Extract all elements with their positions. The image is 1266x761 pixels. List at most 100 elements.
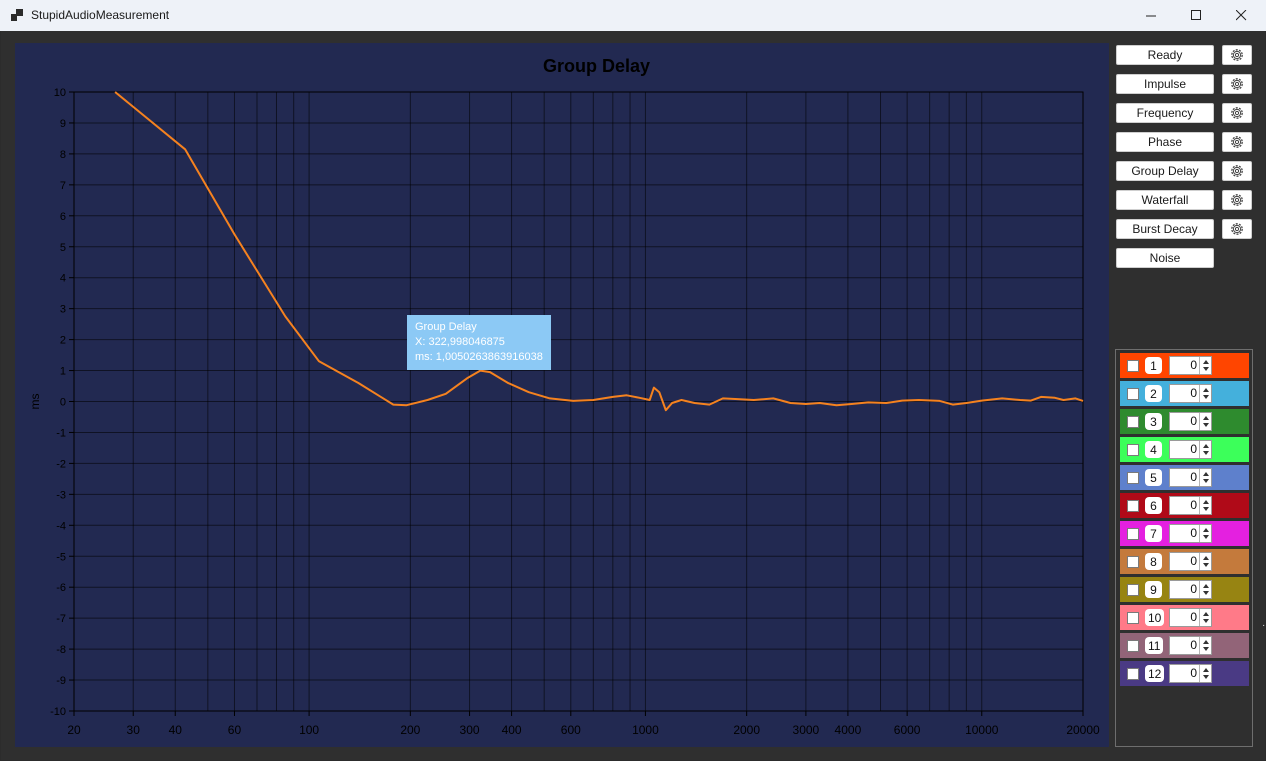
channel-row-12: 12 0 bbox=[1120, 661, 1249, 686]
channel-checkbox[interactable] bbox=[1127, 472, 1139, 484]
spin-down-icon[interactable] bbox=[1203, 507, 1209, 511]
spin-down-icon[interactable] bbox=[1203, 591, 1209, 595]
mode-button-waterfall[interactable]: Waterfall bbox=[1116, 190, 1214, 210]
spin-up-icon[interactable] bbox=[1203, 360, 1209, 364]
spin-down-icon[interactable] bbox=[1203, 535, 1209, 539]
channel-checkbox[interactable] bbox=[1127, 668, 1139, 680]
y-tick-label: -6 bbox=[56, 582, 66, 594]
spin-down-icon[interactable] bbox=[1203, 479, 1209, 483]
channel-checkbox[interactable] bbox=[1127, 556, 1139, 568]
title-bar: StupidAudioMeasurement bbox=[0, 0, 1266, 31]
channel-checkbox[interactable] bbox=[1127, 416, 1139, 428]
channel-offset-value: 0 bbox=[1190, 666, 1197, 680]
channel-offset-input[interactable]: 0 bbox=[1169, 552, 1212, 571]
spin-up-icon[interactable] bbox=[1203, 668, 1209, 672]
spin-up-icon[interactable] bbox=[1203, 388, 1209, 392]
gear-icon bbox=[1231, 223, 1243, 235]
settings-button-waterfall[interactable] bbox=[1222, 190, 1252, 210]
channel-number: 9 bbox=[1145, 581, 1162, 598]
settings-button-impulse[interactable] bbox=[1222, 74, 1252, 94]
spinner-arrows[interactable] bbox=[1199, 553, 1211, 570]
channel-checkbox[interactable] bbox=[1127, 360, 1139, 372]
spin-down-icon[interactable] bbox=[1203, 451, 1209, 455]
spin-down-icon[interactable] bbox=[1203, 395, 1209, 399]
channel-number: 4 bbox=[1145, 441, 1162, 458]
settings-button-phase[interactable] bbox=[1222, 132, 1252, 152]
spinner-arrows[interactable] bbox=[1199, 609, 1211, 626]
spinner-arrows[interactable] bbox=[1199, 665, 1211, 682]
channel-number: 5 bbox=[1145, 469, 1162, 486]
settings-button-group-delay[interactable] bbox=[1222, 161, 1252, 181]
settings-button-ready[interactable] bbox=[1222, 45, 1252, 65]
spin-down-icon[interactable] bbox=[1203, 647, 1209, 651]
x-tick-label: 600 bbox=[561, 723, 581, 737]
channel-offset-input[interactable]: 0 bbox=[1169, 356, 1212, 375]
y-tick-label: 10 bbox=[54, 87, 66, 99]
mode-button-noise[interactable]: Noise bbox=[1116, 248, 1214, 268]
mode-button-group-delay[interactable]: Group Delay bbox=[1116, 161, 1214, 181]
channel-checkbox[interactable] bbox=[1127, 388, 1139, 400]
channel-number: 2 bbox=[1145, 385, 1162, 402]
mode-button-ready[interactable]: Ready bbox=[1116, 45, 1214, 65]
group-delay-chart[interactable]: Group Delay 10 9 8 7 6 5 4 3 2 1 0 -1 -2 -3 -4 -5 -6 -7 -8-… bbox=[15, 43, 1109, 747]
spinner-arrows[interactable] bbox=[1199, 525, 1211, 542]
spin-up-icon[interactable] bbox=[1203, 444, 1209, 448]
spin-down-icon[interactable] bbox=[1203, 619, 1209, 623]
channel-checkbox[interactable] bbox=[1127, 640, 1139, 652]
channel-offset-value: 0 bbox=[1190, 638, 1197, 652]
spin-up-icon[interactable] bbox=[1203, 556, 1209, 560]
spin-up-icon[interactable] bbox=[1203, 640, 1209, 644]
spin-up-icon[interactable] bbox=[1203, 612, 1209, 616]
spin-up-icon[interactable] bbox=[1203, 528, 1209, 532]
spinner-arrows[interactable] bbox=[1199, 581, 1211, 598]
spinner-arrows[interactable] bbox=[1199, 385, 1211, 402]
channel-number: 8 bbox=[1145, 553, 1162, 570]
channel-offset-input[interactable]: 0 bbox=[1169, 412, 1212, 431]
y-tick-label: 5 bbox=[60, 242, 66, 254]
channel-offset-input[interactable]: 0 bbox=[1169, 664, 1212, 683]
spin-down-icon[interactable] bbox=[1203, 675, 1209, 679]
spin-up-icon[interactable] bbox=[1203, 472, 1209, 476]
channel-checkbox[interactable] bbox=[1127, 500, 1139, 512]
minimize-button[interactable] bbox=[1128, 0, 1174, 31]
spinner-arrows[interactable] bbox=[1199, 413, 1211, 430]
spin-down-icon[interactable] bbox=[1203, 367, 1209, 371]
channel-offset-input[interactable]: 0 bbox=[1169, 384, 1212, 403]
spinner-arrows[interactable] bbox=[1199, 441, 1211, 458]
channel-number: 7 bbox=[1145, 525, 1162, 542]
settings-button-frequency[interactable] bbox=[1222, 103, 1252, 123]
channel-number: 12 bbox=[1145, 665, 1165, 682]
channel-number: 11 bbox=[1145, 637, 1164, 654]
settings-button-burst-decay[interactable] bbox=[1222, 219, 1252, 239]
spinner-arrows[interactable] bbox=[1199, 497, 1211, 514]
spinner-arrows[interactable] bbox=[1199, 357, 1211, 374]
channel-offset-input[interactable]: 0 bbox=[1169, 440, 1212, 459]
channel-offset-input[interactable]: 0 bbox=[1169, 608, 1212, 627]
channel-offset-input[interactable]: 0 bbox=[1169, 468, 1212, 487]
channel-offset-input[interactable]: 0 bbox=[1169, 636, 1212, 655]
channel-offset-input[interactable]: 0 bbox=[1169, 580, 1212, 599]
close-button[interactable] bbox=[1218, 0, 1264, 31]
spin-down-icon[interactable] bbox=[1203, 423, 1209, 427]
maximize-button[interactable] bbox=[1173, 0, 1219, 31]
spin-up-icon[interactable] bbox=[1203, 584, 1209, 588]
spin-down-icon[interactable] bbox=[1203, 563, 1209, 567]
channel-checkbox[interactable] bbox=[1127, 444, 1139, 456]
spin-up-icon[interactable] bbox=[1203, 500, 1209, 504]
channel-offset-input[interactable]: 0 bbox=[1169, 496, 1212, 515]
mode-button-phase[interactable]: Phase bbox=[1116, 132, 1214, 152]
spinner-arrows[interactable] bbox=[1199, 637, 1211, 654]
mode-button-burst-decay[interactable]: Burst Decay bbox=[1116, 219, 1214, 239]
channel-offset-input[interactable]: 0 bbox=[1169, 524, 1212, 543]
channel-checkbox[interactable] bbox=[1127, 612, 1139, 624]
channel-offset-value: 0 bbox=[1190, 414, 1197, 428]
chart-title: Group Delay bbox=[543, 56, 650, 76]
spinner-arrows[interactable] bbox=[1199, 469, 1211, 486]
spin-up-icon[interactable] bbox=[1203, 416, 1209, 420]
y-tick-label: 0 bbox=[60, 397, 66, 409]
channel-checkbox[interactable] bbox=[1127, 528, 1139, 540]
mode-button-impulse[interactable]: Impulse bbox=[1116, 74, 1214, 94]
mode-button-frequency[interactable]: Frequency bbox=[1116, 103, 1214, 123]
channel-checkbox[interactable] bbox=[1127, 584, 1139, 596]
